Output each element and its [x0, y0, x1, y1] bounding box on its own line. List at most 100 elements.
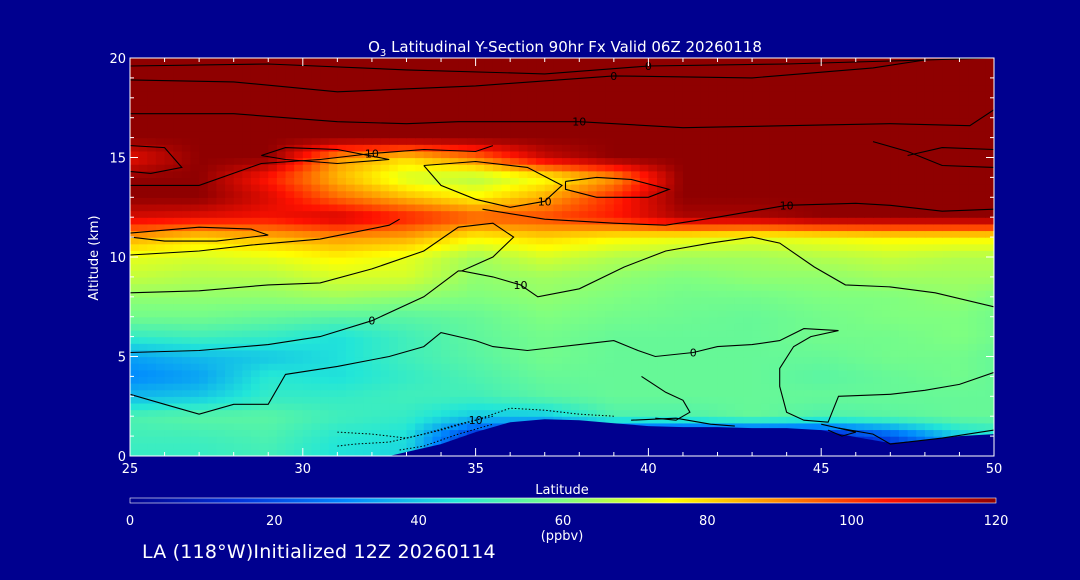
heatmap-cell [985, 422, 994, 431]
heatmap-cell [510, 276, 520, 285]
heatmap-cell [294, 310, 304, 318]
heatmap-cell [622, 383, 632, 391]
heatmap-cell [484, 422, 494, 431]
heatmap-cell [492, 389, 503, 397]
heatmap-cell [942, 296, 952, 305]
heatmap-cell [423, 170, 433, 178]
heatmap-cell [916, 329, 926, 338]
heatmap-cell [397, 422, 408, 431]
heatmap-cell [596, 376, 606, 384]
heatmap-cell [207, 369, 217, 377]
heatmap-cell [890, 137, 900, 145]
heatmap-cell [190, 184, 200, 192]
heatmap-cell [449, 396, 459, 404]
heatmap-cell [795, 237, 805, 245]
heatmap-cell [415, 164, 425, 172]
heatmap-cell [190, 190, 200, 198]
heatmap-cell [207, 197, 217, 205]
heatmap-cell [536, 296, 546, 305]
heatmap-cell [976, 263, 986, 271]
heatmap-cell [968, 217, 978, 225]
heatmap-cell [648, 263, 658, 271]
heatmap-cell [562, 164, 572, 172]
heatmap-cell [907, 257, 917, 265]
heatmap-cell [466, 349, 477, 358]
heatmap-cell [881, 177, 891, 185]
heatmap-cell [536, 177, 546, 185]
heatmap-cell [415, 396, 425, 404]
heatmap-cell [276, 409, 287, 417]
heatmap-cell [527, 349, 537, 358]
heatmap-cell [363, 124, 373, 132]
heatmap-cell [328, 310, 338, 318]
heatmap-cell [803, 349, 814, 358]
heatmap-cell [873, 130, 883, 139]
heatmap-cell [311, 290, 321, 298]
heatmap-cell [449, 290, 459, 298]
heatmap-cell [492, 396, 503, 404]
heatmap-cell [933, 329, 943, 338]
heatmap-cell [173, 336, 183, 344]
heatmap-cell [622, 203, 632, 212]
heatmap-cell [458, 310, 468, 318]
heatmap-cell [898, 150, 909, 159]
heatmap-cell [199, 290, 209, 298]
heatmap-cell [631, 137, 641, 145]
heatmap-cell [371, 190, 382, 198]
heatmap-cell [242, 409, 252, 417]
heatmap-cell [337, 303, 347, 311]
heatmap-cell [562, 144, 572, 152]
heatmap-cell [510, 257, 520, 265]
heatmap-cell [570, 323, 580, 331]
heatmap-cell [821, 130, 831, 139]
heatmap-cell [371, 343, 382, 351]
heatmap-cell [259, 170, 269, 178]
heatmap-cell [328, 283, 338, 291]
heatmap-cell [337, 409, 347, 417]
heatmap-cell [527, 303, 537, 311]
heatmap-cell [173, 416, 183, 424]
heatmap-cell [199, 396, 209, 404]
heatmap-cell [276, 157, 287, 165]
heatmap-cell [250, 349, 261, 358]
heatmap-cell [276, 389, 287, 397]
heatmap-cell [155, 376, 166, 384]
heatmap-cell [570, 243, 580, 251]
heatmap-cell [466, 203, 477, 212]
heatmap-cell [847, 184, 857, 192]
heatmap-cell [285, 316, 295, 324]
heatmap-cell [354, 243, 364, 251]
heatmap-cell [544, 349, 554, 358]
heatmap-cell [337, 243, 347, 251]
heatmap-cell [285, 303, 295, 311]
heatmap-cell [259, 184, 269, 192]
heatmap-cell [562, 323, 572, 331]
heatmap-cell [181, 329, 192, 338]
heatmap-cell [855, 144, 865, 152]
heatmap-cell [389, 157, 399, 165]
heatmap-cell [708, 150, 719, 159]
heatmap-cell [510, 316, 520, 324]
heatmap-cell [691, 376, 701, 384]
heatmap-cell [562, 124, 572, 132]
heatmap-cell [216, 190, 226, 198]
heatmap-cell [700, 369, 710, 377]
heatmap-cell [786, 250, 796, 258]
heatmap-cell [847, 130, 857, 139]
heatmap-cell [579, 257, 589, 265]
heatmap-cell [181, 336, 192, 344]
heatmap-cell [726, 422, 736, 431]
heatmap-cell [138, 296, 148, 305]
heatmap-cell [242, 223, 252, 232]
heatmap-cell [242, 250, 252, 258]
heatmap-cell [821, 250, 831, 258]
heatmap-cell [769, 190, 779, 198]
heatmap-cell [389, 210, 399, 218]
heatmap-cell [449, 276, 459, 285]
heatmap-cell [924, 329, 935, 338]
heatmap-cell [803, 383, 814, 391]
heatmap-cell [657, 396, 667, 404]
heatmap-cell [769, 230, 779, 238]
heatmap-cell [665, 369, 675, 377]
heatmap-cell [466, 369, 477, 377]
